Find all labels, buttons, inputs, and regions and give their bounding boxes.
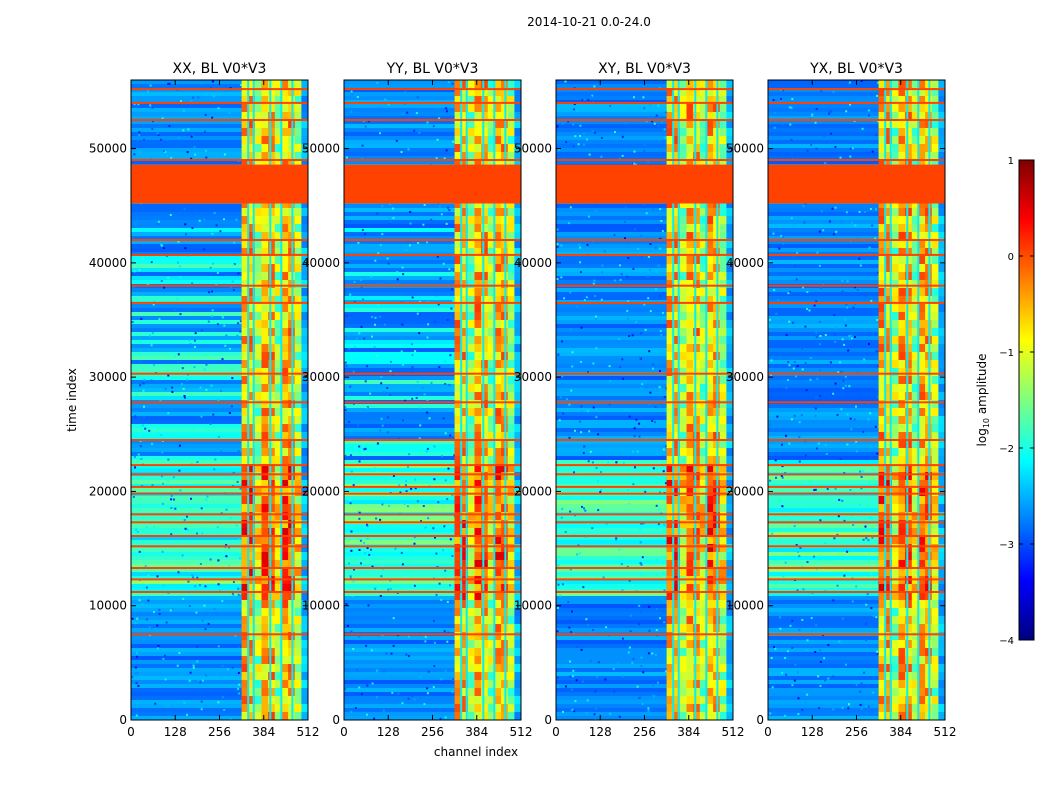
y-tick-label: 50000 xyxy=(726,142,764,156)
flagged-block xyxy=(131,164,308,204)
heatmap-image xyxy=(768,80,945,720)
panel-2: XY, BL V0*V3 0 128 256 384 512 0 10000 20000 3000… xyxy=(514,61,745,739)
y-tick-label: 0 xyxy=(332,713,340,727)
colorbar-tick-label: −4 xyxy=(999,636,1014,647)
x-tick-label: 256 xyxy=(633,725,656,739)
y-tick-label: 30000 xyxy=(514,370,552,384)
x-tick-label: 384 xyxy=(465,725,488,739)
y-tick-label: 10000 xyxy=(89,599,127,613)
colorbar-gradient xyxy=(1018,159,1035,641)
x-tick-label: 512 xyxy=(934,725,957,739)
flagged-block xyxy=(556,164,733,204)
y-tick-label: 50000 xyxy=(89,142,127,156)
x-tick-label: 512 xyxy=(297,725,320,739)
flagged-block xyxy=(344,164,521,204)
y-axis-label: time index xyxy=(65,368,79,432)
y-tick-label: 50000 xyxy=(302,142,340,156)
x-tick-label: 384 xyxy=(677,725,700,739)
y-tick-label: 20000 xyxy=(89,484,127,498)
x-axis-label: channel index xyxy=(434,745,518,759)
colorbar-label: log10 amplitude xyxy=(975,354,991,447)
colorbar-tick-label: −1 xyxy=(999,348,1014,359)
y-tick-label: 50000 xyxy=(514,142,552,156)
y-tick-label: 40000 xyxy=(89,256,127,270)
x-tick-label: 512 xyxy=(510,725,533,739)
x-tick-label: 256 xyxy=(845,725,868,739)
y-tick-label: 20000 xyxy=(302,484,340,498)
x-tick-label: 384 xyxy=(252,725,275,739)
panel-0: XX, BL V0*V3 0 128 256 384 512 0 10000 20000 3000… xyxy=(89,61,320,739)
y-tick-label: 30000 xyxy=(89,370,127,384)
colorbar-tick-label: 1 xyxy=(1008,156,1014,167)
y-tick-label: 40000 xyxy=(726,256,764,270)
x-tick-label: 512 xyxy=(722,725,745,739)
x-tick-label: 256 xyxy=(421,725,444,739)
heatmap-image xyxy=(344,80,521,720)
x-tick-label: 128 xyxy=(377,725,400,739)
figure-suptitle: 2014-10-21 0.0-24.0 xyxy=(527,15,651,29)
colorbar-tick-label: −3 xyxy=(999,540,1014,551)
panel-3: YX, BL V0*V3 0 128 256 384 512 0 10000 20000 3000… xyxy=(726,61,957,739)
y-tick-label: 0 xyxy=(544,713,552,727)
y-tick-label: 40000 xyxy=(302,256,340,270)
x-tick-label: 0 xyxy=(764,725,772,739)
y-tick-label: 20000 xyxy=(726,484,764,498)
panel-title: YY, BL V0*V3 xyxy=(386,61,479,77)
y-tick-label: 10000 xyxy=(726,599,764,613)
colorbar: 1 0 −1 −2 −3 −4 log10 amplitude xyxy=(975,156,1035,647)
x-tick-label: 384 xyxy=(889,725,912,739)
heatmap-image xyxy=(556,80,733,720)
heatmap-image xyxy=(131,80,308,720)
panel-title: YX, BL V0*V3 xyxy=(809,61,903,77)
x-tick-label: 256 xyxy=(208,725,231,739)
panel-1: YY, BL V0*V3 0 128 256 384 512 0 10000 20000 3000… xyxy=(302,61,533,739)
x-tick-label: 0 xyxy=(552,725,560,739)
x-tick-label: 128 xyxy=(589,725,612,739)
y-tick-label: 20000 xyxy=(514,484,552,498)
x-tick-label: 128 xyxy=(164,725,187,739)
panel-title: XY, BL V0*V3 xyxy=(598,61,691,77)
y-tick-label: 30000 xyxy=(302,370,340,384)
panel-title: XX, BL V0*V3 xyxy=(173,61,267,77)
x-tick-label: 0 xyxy=(340,725,348,739)
y-tick-label: 40000 xyxy=(514,256,552,270)
y-tick-label: 0 xyxy=(119,713,127,727)
y-tick-label: 10000 xyxy=(514,599,552,613)
colorbar-tick-label: 0 xyxy=(1008,252,1014,263)
colorbar-tick-label: −2 xyxy=(999,444,1014,455)
y-tick-label: 0 xyxy=(756,713,764,727)
flagged-block xyxy=(768,164,945,204)
panels-group: XX, BL V0*V3 0 128 256 384 512 0 10000 20000 3000… xyxy=(89,61,957,739)
x-tick-label: 0 xyxy=(127,725,135,739)
x-tick-label: 128 xyxy=(801,725,824,739)
y-tick-label: 10000 xyxy=(302,599,340,613)
y-tick-label: 30000 xyxy=(726,370,764,384)
